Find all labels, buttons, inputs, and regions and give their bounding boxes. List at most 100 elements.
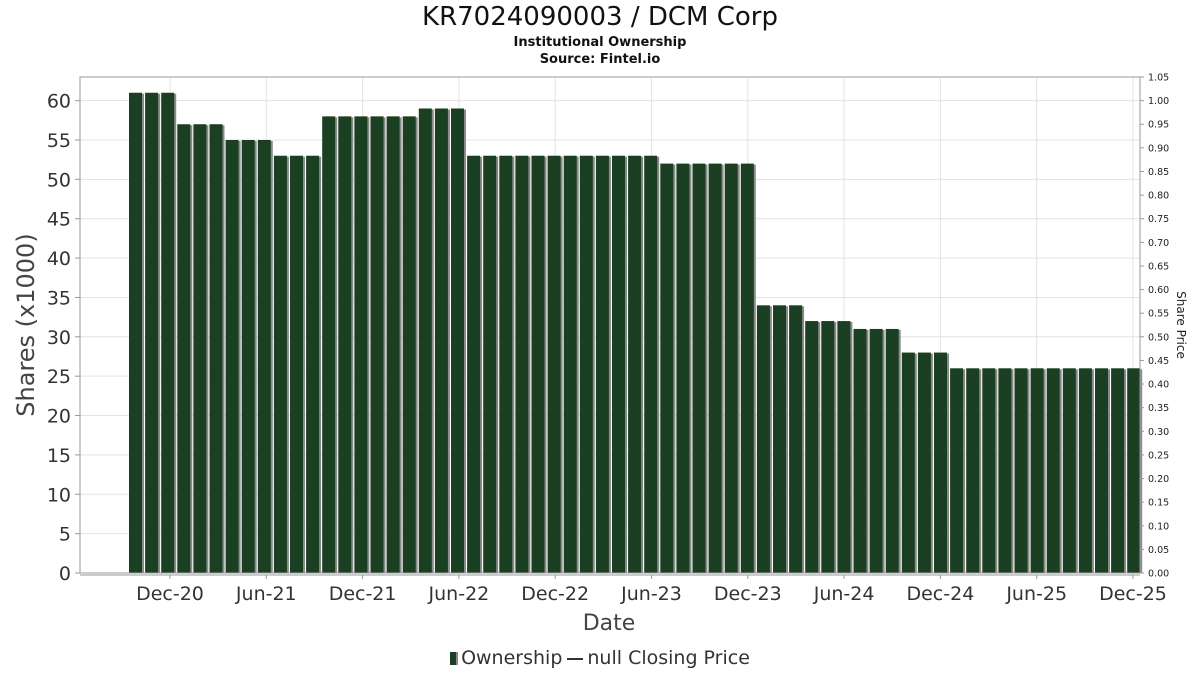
x-tick-label: Dec-24 (906, 583, 974, 605)
bar (1095, 368, 1108, 573)
bar (273, 155, 287, 573)
x-tick-label: Jun-24 (813, 583, 875, 605)
bar (386, 116, 400, 573)
y2-tick-label: 0.35 (1148, 403, 1169, 414)
plot-frame (79, 76, 1141, 574)
y2-tick-label: 0.45 (1148, 356, 1169, 367)
legend-price-line (567, 657, 584, 660)
bar (579, 155, 593, 573)
bar (982, 368, 996, 573)
bar (660, 163, 674, 573)
bar (917, 352, 931, 573)
bar (354, 116, 368, 573)
x-tick-label: Dec-25 (1099, 583, 1167, 605)
bar (306, 155, 320, 573)
bar (193, 124, 207, 573)
y-tick-label: 10 (47, 484, 71, 506)
y2-tick-label: 0.25 (1148, 450, 1169, 461)
bar (966, 368, 980, 573)
bar (338, 116, 352, 573)
x-tick-label: Dec-23 (714, 583, 782, 605)
y2-tick-label: 0.05 (1148, 545, 1169, 556)
y2-tick-label: 0.15 (1148, 498, 1169, 509)
y2-tick-label: 0.50 (1148, 332, 1169, 343)
bar (934, 352, 947, 573)
bar (740, 163, 754, 573)
bar (145, 92, 159, 573)
bar (869, 328, 883, 573)
bar (821, 321, 835, 573)
legend-ownership-label: Ownership (461, 647, 563, 669)
y2-tick-label: 0.65 (1148, 261, 1169, 272)
bar (547, 155, 561, 573)
chart-source: Source: Fintel.io (539, 52, 661, 67)
y2-tick-label: 0.60 (1148, 285, 1169, 296)
bar (708, 163, 722, 573)
y2-tick-label: 0.00 (1148, 569, 1169, 580)
y-axis-ticks: 0 5 10 15 20 25 30 35 40 45 50 55 60 (47, 91, 80, 585)
bar (628, 155, 642, 573)
y-tick-label: 5 (59, 524, 71, 546)
bar (789, 305, 803, 573)
x-tick-label: Jun-25 (1005, 583, 1067, 605)
bar (773, 305, 786, 573)
y-tick-label: 30 (47, 327, 71, 349)
bar (998, 368, 1012, 573)
bar (1062, 368, 1076, 573)
x-tick-label: Jun-22 (428, 583, 490, 605)
bar (225, 139, 239, 573)
y2-tick-label: 0.40 (1148, 380, 1169, 391)
bar (451, 108, 464, 573)
bar (676, 163, 690, 573)
bar (1030, 368, 1044, 573)
bar (257, 139, 271, 573)
bar-series (129, 92, 1143, 573)
x-axis-ticks: Dec-20 Jun-21 Dec-21 Jun-22 Dec-22 Jun-23 Dec-… (136, 575, 1167, 605)
x-axis-label: Date (583, 611, 636, 636)
bar (434, 108, 448, 573)
y2-tick-label: 0.55 (1148, 309, 1169, 320)
y-tick-label: 0 (59, 563, 71, 585)
y-tick-label: 45 (47, 209, 71, 231)
chart-subtitle: Institutional Ownership (513, 35, 687, 50)
y-tick-label: 40 (47, 248, 71, 270)
bar (950, 368, 964, 573)
bar (805, 321, 819, 573)
y2-tick-label: 1.05 (1148, 73, 1169, 84)
bar (483, 155, 497, 573)
bar (853, 328, 867, 573)
y2-tick-label: 0.30 (1148, 427, 1169, 438)
bar (129, 92, 142, 573)
y-tick-label: 60 (47, 91, 71, 113)
legend-ownership-swatch (450, 652, 459, 665)
bar (756, 305, 770, 573)
y2-tick-label: 0.70 (1148, 238, 1169, 249)
y2-tick-label: 0.80 (1148, 191, 1169, 202)
bar (467, 155, 481, 573)
y2-tick-label: 0.90 (1148, 143, 1169, 154)
bar (901, 352, 915, 573)
bar (499, 155, 513, 573)
y-tick-label: 15 (47, 445, 71, 467)
bar (1046, 368, 1060, 573)
bar (515, 155, 529, 573)
y-tick-label: 20 (47, 406, 71, 428)
bar (595, 155, 609, 573)
bar (241, 139, 255, 573)
bar (370, 116, 384, 573)
y2-axis-label: Share Price (1174, 291, 1188, 359)
bar (161, 92, 175, 573)
x-tick-label: Dec-21 (329, 583, 397, 605)
bar (290, 155, 303, 573)
y2-tick-label: 1.00 (1148, 96, 1169, 107)
y2-tick-label: 0.20 (1148, 474, 1169, 485)
bar (612, 155, 625, 573)
y-axis-label: Shares (x1000) (12, 233, 40, 416)
bar (209, 124, 223, 573)
bar (531, 155, 545, 573)
bar (1127, 368, 1141, 573)
x-tick-label: Jun-23 (620, 583, 682, 605)
chart-title: KR7024090003 / DCM Corp (422, 2, 778, 32)
x-tick-label: Jun-21 (235, 583, 297, 605)
